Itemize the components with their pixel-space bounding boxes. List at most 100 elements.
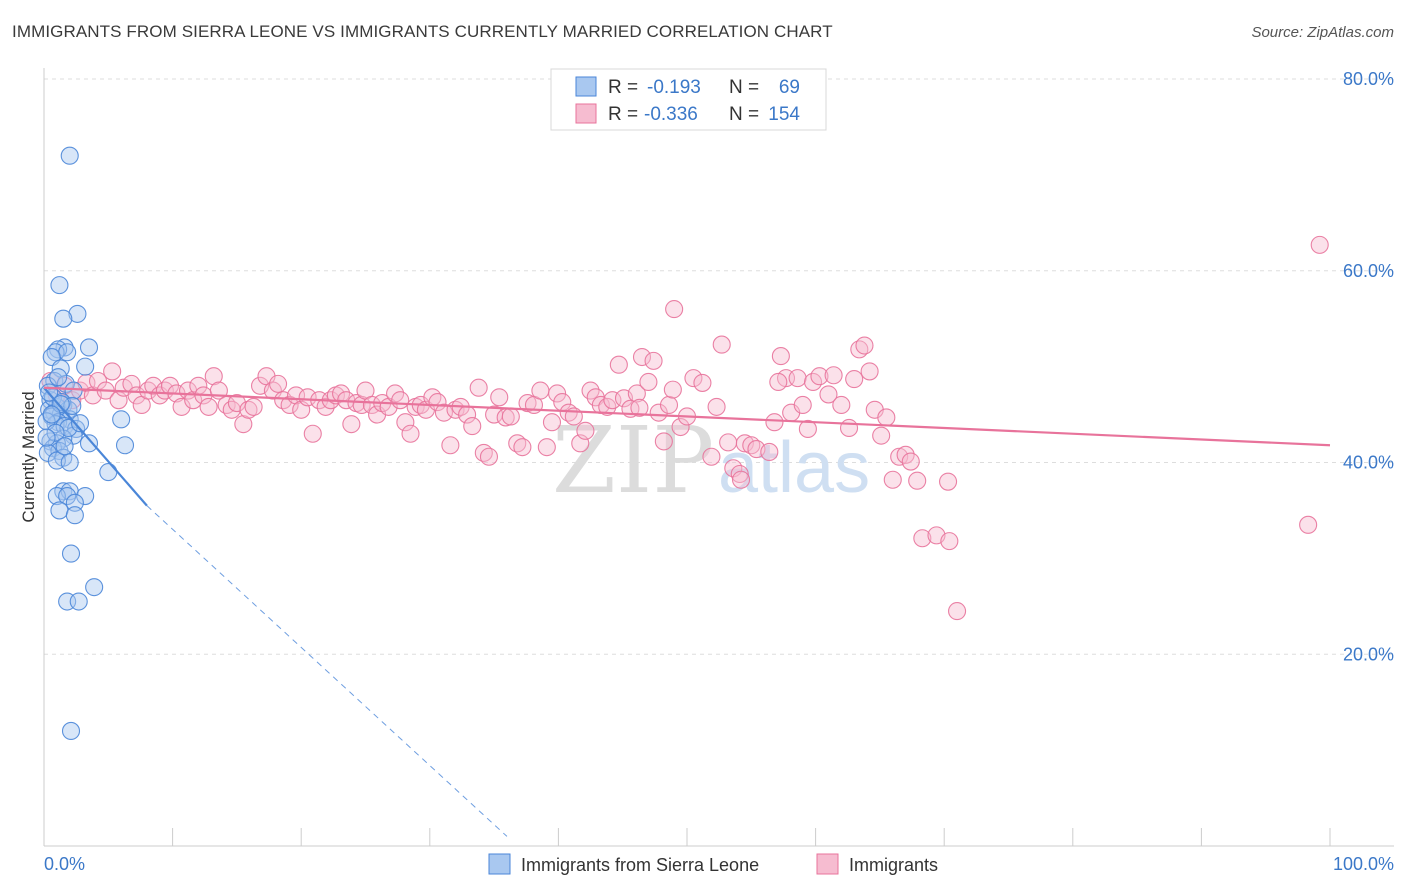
immigrants-point-87 [542,413,562,432]
immigrants-point-120 [735,434,754,453]
immigrants-point-34 [244,397,263,416]
stats-legend: R = -0.193 N = 69 R = -0.336 N = 154 [550,68,827,131]
x-tick-label-min: 0.0% [44,854,85,874]
immigrants-point-108 [659,395,679,415]
immigrants-point-93 [576,421,595,440]
y-tick-label-3: 20.0% [1343,644,1394,664]
sierra-leone-point-1 [50,276,69,295]
immigrants-point-156 [731,470,751,489]
sierra-leone-point-35 [115,436,135,455]
immigrants-point-113 [693,373,712,392]
bottom-legend-label-blue[interactable]: Immigrants from Sierra Leone [521,855,759,875]
legend-swatch-blue [575,76,597,97]
immigrants-point-21 [172,397,191,416]
immigrants-trend-line [43,386,1331,447]
immigrants-point-61 [396,413,415,432]
immigrants-point-136 [839,418,859,438]
immigrants-point-159 [630,398,649,417]
immigrants-point-151 [940,532,959,551]
x-axis-ticks [172,828,1331,846]
immigrants-point-158 [663,380,682,399]
immigrants-point-9 [103,362,122,381]
immigrants-point-82 [513,438,532,457]
immigrants-point-129 [793,395,812,415]
sierra-leone-point-3 [54,309,73,328]
series-legend: Immigrants from Sierra Leone Immigrants [488,853,938,875]
immigrants-point-142 [872,426,891,445]
sierra-leone-point-45 [76,487,95,506]
immigrants-point-133 [819,385,838,404]
legend-n-value-1: 69 [779,77,800,98]
immigrants-point-40 [280,395,299,415]
immigrants-point-27 [204,367,223,386]
immigrants-point-31 [227,394,246,413]
bottom-legend-swatch-blue[interactable] [488,853,511,875]
immigrants-point-107 [654,432,673,451]
immigrants-point-102 [627,384,646,403]
immigrants-point-125 [771,347,790,366]
immigrants-point-132 [810,367,829,386]
sierra-leone-trend-extension [146,505,508,837]
immigrants-point-115 [707,397,726,416]
immigrants-point-85 [531,381,550,400]
sierra-leone-point-64 [46,423,65,442]
immigrants-point-112 [684,369,703,388]
immigrants-point-114 [702,447,721,466]
x-tick-label-max: 100.0% [1333,854,1394,874]
chart-title: IMMIGRANTS FROM SIERRA LEONE VS IMMIGRAN… [12,22,833,41]
trend-lines [43,386,1331,837]
immigrants-point-76 [479,447,499,466]
legend-r-value-2: -0.336 [644,104,698,125]
legend-box [550,68,827,131]
bottom-legend-swatch-pink[interactable] [816,853,839,875]
immigrants-point-18 [155,381,174,400]
immigrants-point-103 [632,347,652,367]
y-tick-label-0: 80.0% [1343,69,1394,89]
immigrants-point-69 [441,436,460,455]
sierra-leone-point-68 [42,405,61,424]
immigrants-point-60 [391,391,410,410]
immigrants-point-51 [342,415,361,434]
immigrants-point-153 [948,602,967,621]
sierra-leone-point-15 [64,381,83,400]
immigrants-point-105 [644,351,663,370]
immigrants-point-80 [501,407,520,426]
immigrants-point-148 [908,471,927,490]
sierra-leone-point-52 [85,578,104,597]
immigrants-point-143 [877,408,896,427]
bottom-legend-label-pink[interactable]: Immigrants [849,855,938,875]
immigrants-point-149 [913,529,932,548]
source-label: Source: ZipAtlas.com [1251,24,1394,41]
immigrants-point-88 [548,384,567,403]
immigrants-point-116 [712,335,731,354]
immigrants-point-130 [798,419,817,438]
legend-n-label-1: N = [729,77,759,98]
sierra-leone-point-65 [55,437,74,456]
sierra-leone-point-8 [58,343,77,362]
immigrants-point-145 [890,447,909,466]
immigrants-point-38 [269,374,288,393]
immigrants-point-33 [239,400,258,419]
sierra-leone-point-46 [47,487,66,506]
legend-swatch-pink [575,103,597,124]
immigrants-point-139 [855,336,874,355]
legend-n-value-2: 154 [768,104,800,125]
immigrants-points [41,235,1329,621]
immigrants-point-147 [901,452,920,471]
sierra-leone-point-2 [68,304,87,323]
sierra-leone-point-67 [51,394,70,414]
immigrants-point-86 [537,438,556,457]
immigrants-point-157 [769,372,788,392]
y-tick-label-2: 40.0% [1343,453,1394,473]
immigrants-point-140 [860,362,879,381]
immigrants-point-109 [665,300,684,319]
sierra-leone-point-63 [70,414,90,433]
immigrants-point-98 [603,391,622,410]
immigrants-point-68 [434,403,453,422]
immigrants-point-26 [199,397,218,416]
immigrants-point-152 [939,472,958,491]
immigrants-point-134 [824,366,843,385]
sierra-leone-point-48 [65,493,84,512]
immigrants-point-123 [760,442,779,462]
